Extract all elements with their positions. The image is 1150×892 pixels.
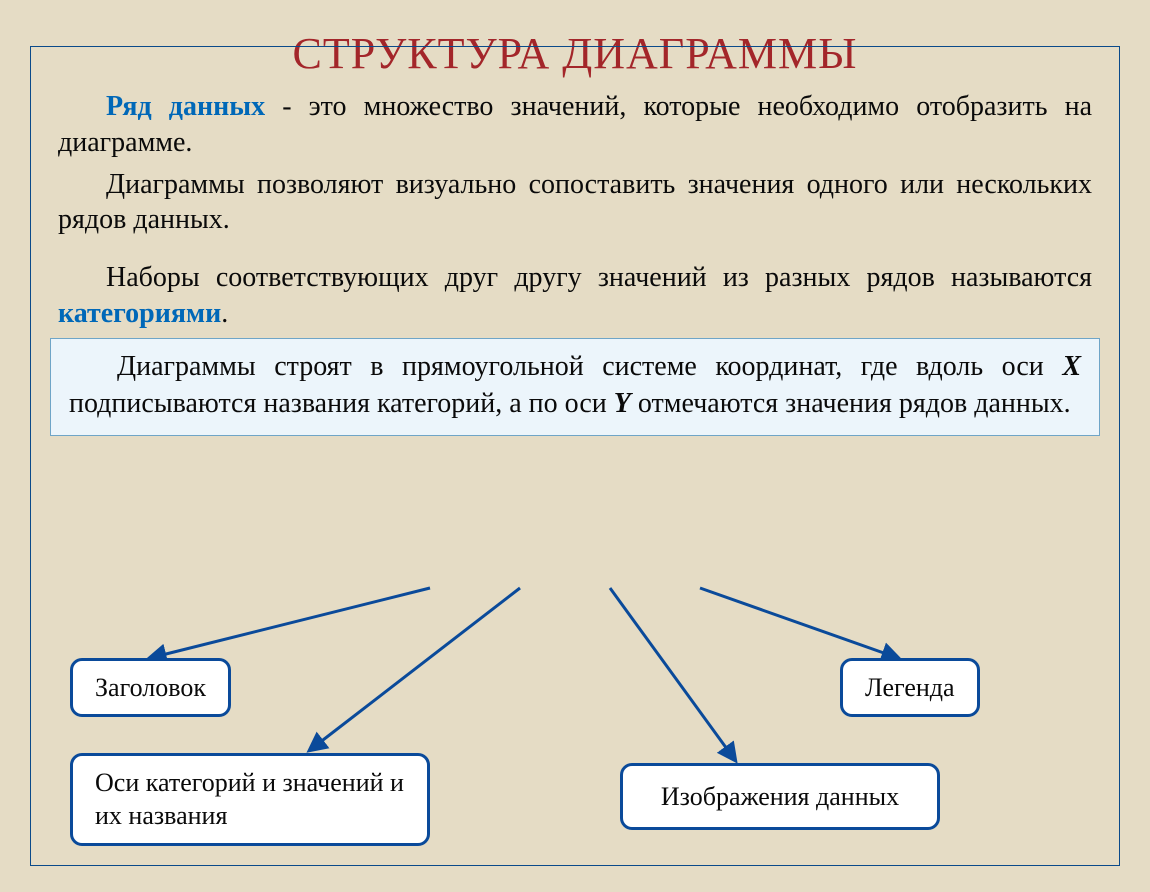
node-axes: Оси категорий и значений и их названия xyxy=(70,753,430,846)
node-title: Заголовок xyxy=(70,658,231,717)
node-data-images: Изображения данных xyxy=(620,763,940,830)
outer-frame xyxy=(30,46,1120,866)
node-legend: Легенда xyxy=(840,658,980,717)
